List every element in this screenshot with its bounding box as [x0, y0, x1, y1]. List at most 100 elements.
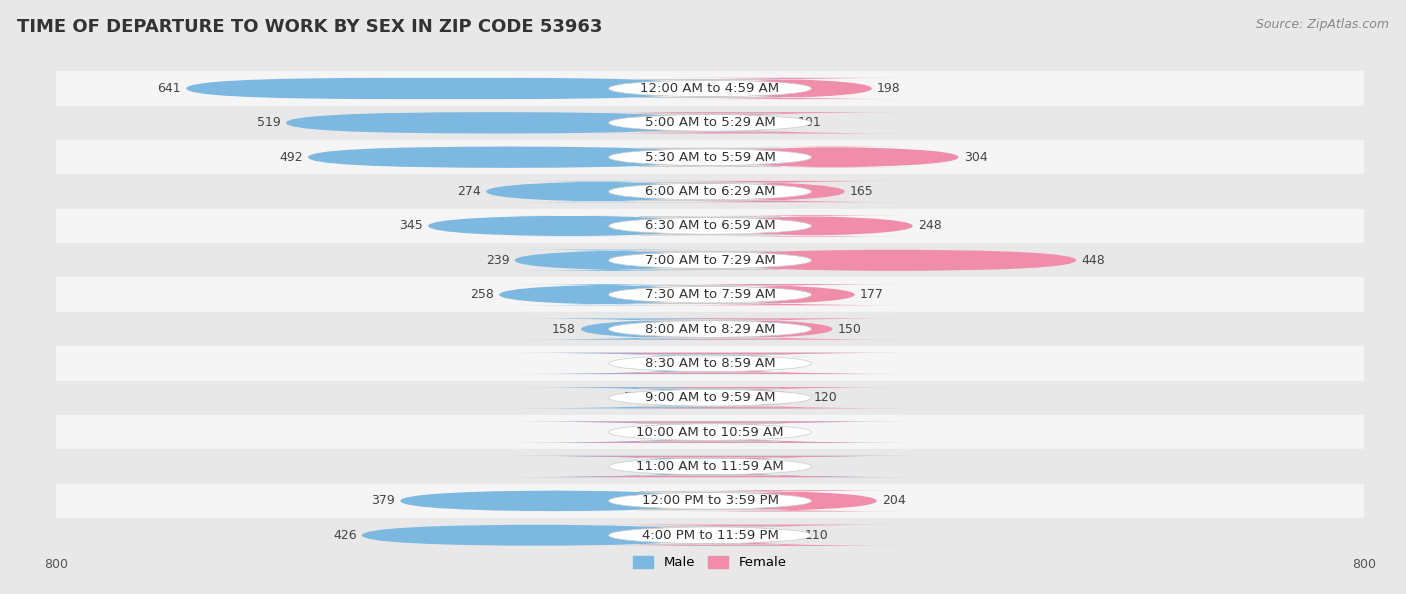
Text: 4:00 PM to 11:59 PM: 4:00 PM to 11:59 PM	[641, 529, 779, 542]
FancyBboxPatch shape	[710, 249, 1076, 271]
FancyBboxPatch shape	[598, 525, 912, 546]
FancyBboxPatch shape	[652, 284, 912, 305]
Text: 204: 204	[882, 494, 905, 507]
Text: 6:30 AM to 6:59 AM: 6:30 AM to 6:59 AM	[645, 219, 775, 232]
Text: 519: 519	[257, 116, 281, 129]
FancyBboxPatch shape	[508, 456, 912, 477]
Text: 14: 14	[727, 426, 742, 438]
Text: 345: 345	[399, 219, 423, 232]
Text: 641: 641	[157, 82, 181, 95]
Text: 177: 177	[860, 288, 884, 301]
Text: 8:00 AM to 8:29 AM: 8:00 AM to 8:29 AM	[645, 323, 775, 336]
FancyBboxPatch shape	[186, 78, 710, 99]
Text: 5:00 AM to 5:29 AM: 5:00 AM to 5:29 AM	[645, 116, 775, 129]
FancyBboxPatch shape	[486, 181, 710, 202]
FancyBboxPatch shape	[609, 423, 811, 441]
Legend: Male, Female: Male, Female	[628, 551, 792, 574]
FancyBboxPatch shape	[427, 215, 710, 236]
FancyBboxPatch shape	[606, 387, 912, 409]
Text: TIME OF DEPARTURE TO WORK BY SEX IN ZIP CODE 53963: TIME OF DEPARTURE TO WORK BY SEX IN ZIP …	[17, 18, 602, 36]
FancyBboxPatch shape	[361, 525, 710, 546]
FancyBboxPatch shape	[630, 318, 912, 340]
FancyBboxPatch shape	[508, 422, 905, 443]
FancyBboxPatch shape	[609, 114, 811, 132]
Text: 304: 304	[963, 151, 987, 164]
FancyBboxPatch shape	[508, 387, 848, 409]
FancyBboxPatch shape	[609, 286, 811, 304]
Text: 274: 274	[457, 185, 481, 198]
Text: 239: 239	[486, 254, 509, 267]
Text: 150: 150	[838, 323, 862, 336]
FancyBboxPatch shape	[508, 249, 717, 271]
Text: 101: 101	[797, 116, 821, 129]
Bar	[56, 277, 1364, 312]
Text: 11:00 AM to 11:59 AM: 11:00 AM to 11:59 AM	[636, 460, 785, 473]
Text: 258: 258	[470, 288, 494, 301]
FancyBboxPatch shape	[541, 353, 912, 374]
Text: 34: 34	[661, 357, 678, 370]
Bar	[56, 208, 1364, 243]
FancyBboxPatch shape	[673, 490, 912, 511]
FancyBboxPatch shape	[609, 492, 811, 510]
FancyBboxPatch shape	[609, 355, 811, 372]
FancyBboxPatch shape	[609, 148, 811, 166]
FancyBboxPatch shape	[609, 320, 811, 338]
FancyBboxPatch shape	[519, 422, 912, 443]
Bar	[56, 106, 1364, 140]
FancyBboxPatch shape	[508, 318, 783, 340]
FancyBboxPatch shape	[591, 112, 912, 134]
Bar	[56, 484, 1364, 518]
Bar	[56, 312, 1364, 346]
Text: 42: 42	[749, 357, 765, 370]
Text: 448: 448	[1081, 254, 1105, 267]
Text: 198: 198	[877, 82, 901, 95]
Text: 7:30 AM to 7:59 AM: 7:30 AM to 7:59 AM	[644, 288, 776, 301]
Bar	[56, 140, 1364, 175]
FancyBboxPatch shape	[710, 215, 912, 236]
Text: 9:00 AM to 9:59 AM: 9:00 AM to 9:59 AM	[645, 391, 775, 405]
FancyBboxPatch shape	[609, 457, 811, 476]
Text: 165: 165	[851, 185, 875, 198]
Bar	[56, 449, 1364, 484]
FancyBboxPatch shape	[669, 78, 912, 99]
FancyBboxPatch shape	[609, 80, 811, 97]
Text: 12:00 AM to 4:59 AM: 12:00 AM to 4:59 AM	[641, 82, 779, 95]
Bar	[56, 175, 1364, 208]
Text: 7:00 AM to 7:29 AM: 7:00 AM to 7:29 AM	[645, 254, 775, 267]
Text: 426: 426	[333, 529, 357, 542]
FancyBboxPatch shape	[401, 490, 710, 511]
FancyBboxPatch shape	[710, 147, 959, 168]
Text: 120: 120	[813, 391, 837, 405]
Text: 8: 8	[690, 426, 699, 438]
Text: 10:00 AM to 10:59 AM: 10:00 AM to 10:59 AM	[637, 426, 783, 438]
FancyBboxPatch shape	[520, 456, 912, 477]
Text: 110: 110	[806, 529, 830, 542]
Text: 1: 1	[696, 460, 704, 473]
Text: 5:30 AM to 5:59 AM: 5:30 AM to 5:59 AM	[644, 151, 776, 164]
Text: 12:00 PM to 3:59 PM: 12:00 PM to 3:59 PM	[641, 494, 779, 507]
Text: 379: 379	[371, 494, 395, 507]
FancyBboxPatch shape	[609, 388, 811, 407]
Text: 248: 248	[918, 219, 942, 232]
FancyBboxPatch shape	[308, 147, 710, 168]
Text: 8:30 AM to 8:59 AM: 8:30 AM to 8:59 AM	[645, 357, 775, 370]
Text: 15: 15	[727, 460, 744, 473]
FancyBboxPatch shape	[643, 181, 912, 202]
Text: 79: 79	[624, 391, 640, 405]
Bar	[56, 381, 1364, 415]
FancyBboxPatch shape	[609, 251, 811, 269]
Text: 6:00 AM to 6:29 AM: 6:00 AM to 6:29 AM	[645, 185, 775, 198]
Bar	[56, 71, 1364, 106]
FancyBboxPatch shape	[508, 353, 884, 374]
Text: 158: 158	[551, 323, 575, 336]
Bar	[56, 415, 1364, 449]
FancyBboxPatch shape	[499, 284, 710, 305]
FancyBboxPatch shape	[609, 526, 811, 544]
Bar	[56, 346, 1364, 381]
Bar	[56, 518, 1364, 552]
Text: Source: ZipAtlas.com: Source: ZipAtlas.com	[1256, 18, 1389, 31]
FancyBboxPatch shape	[285, 112, 710, 134]
FancyBboxPatch shape	[609, 182, 811, 201]
Text: 492: 492	[280, 151, 302, 164]
Bar	[56, 243, 1364, 277]
